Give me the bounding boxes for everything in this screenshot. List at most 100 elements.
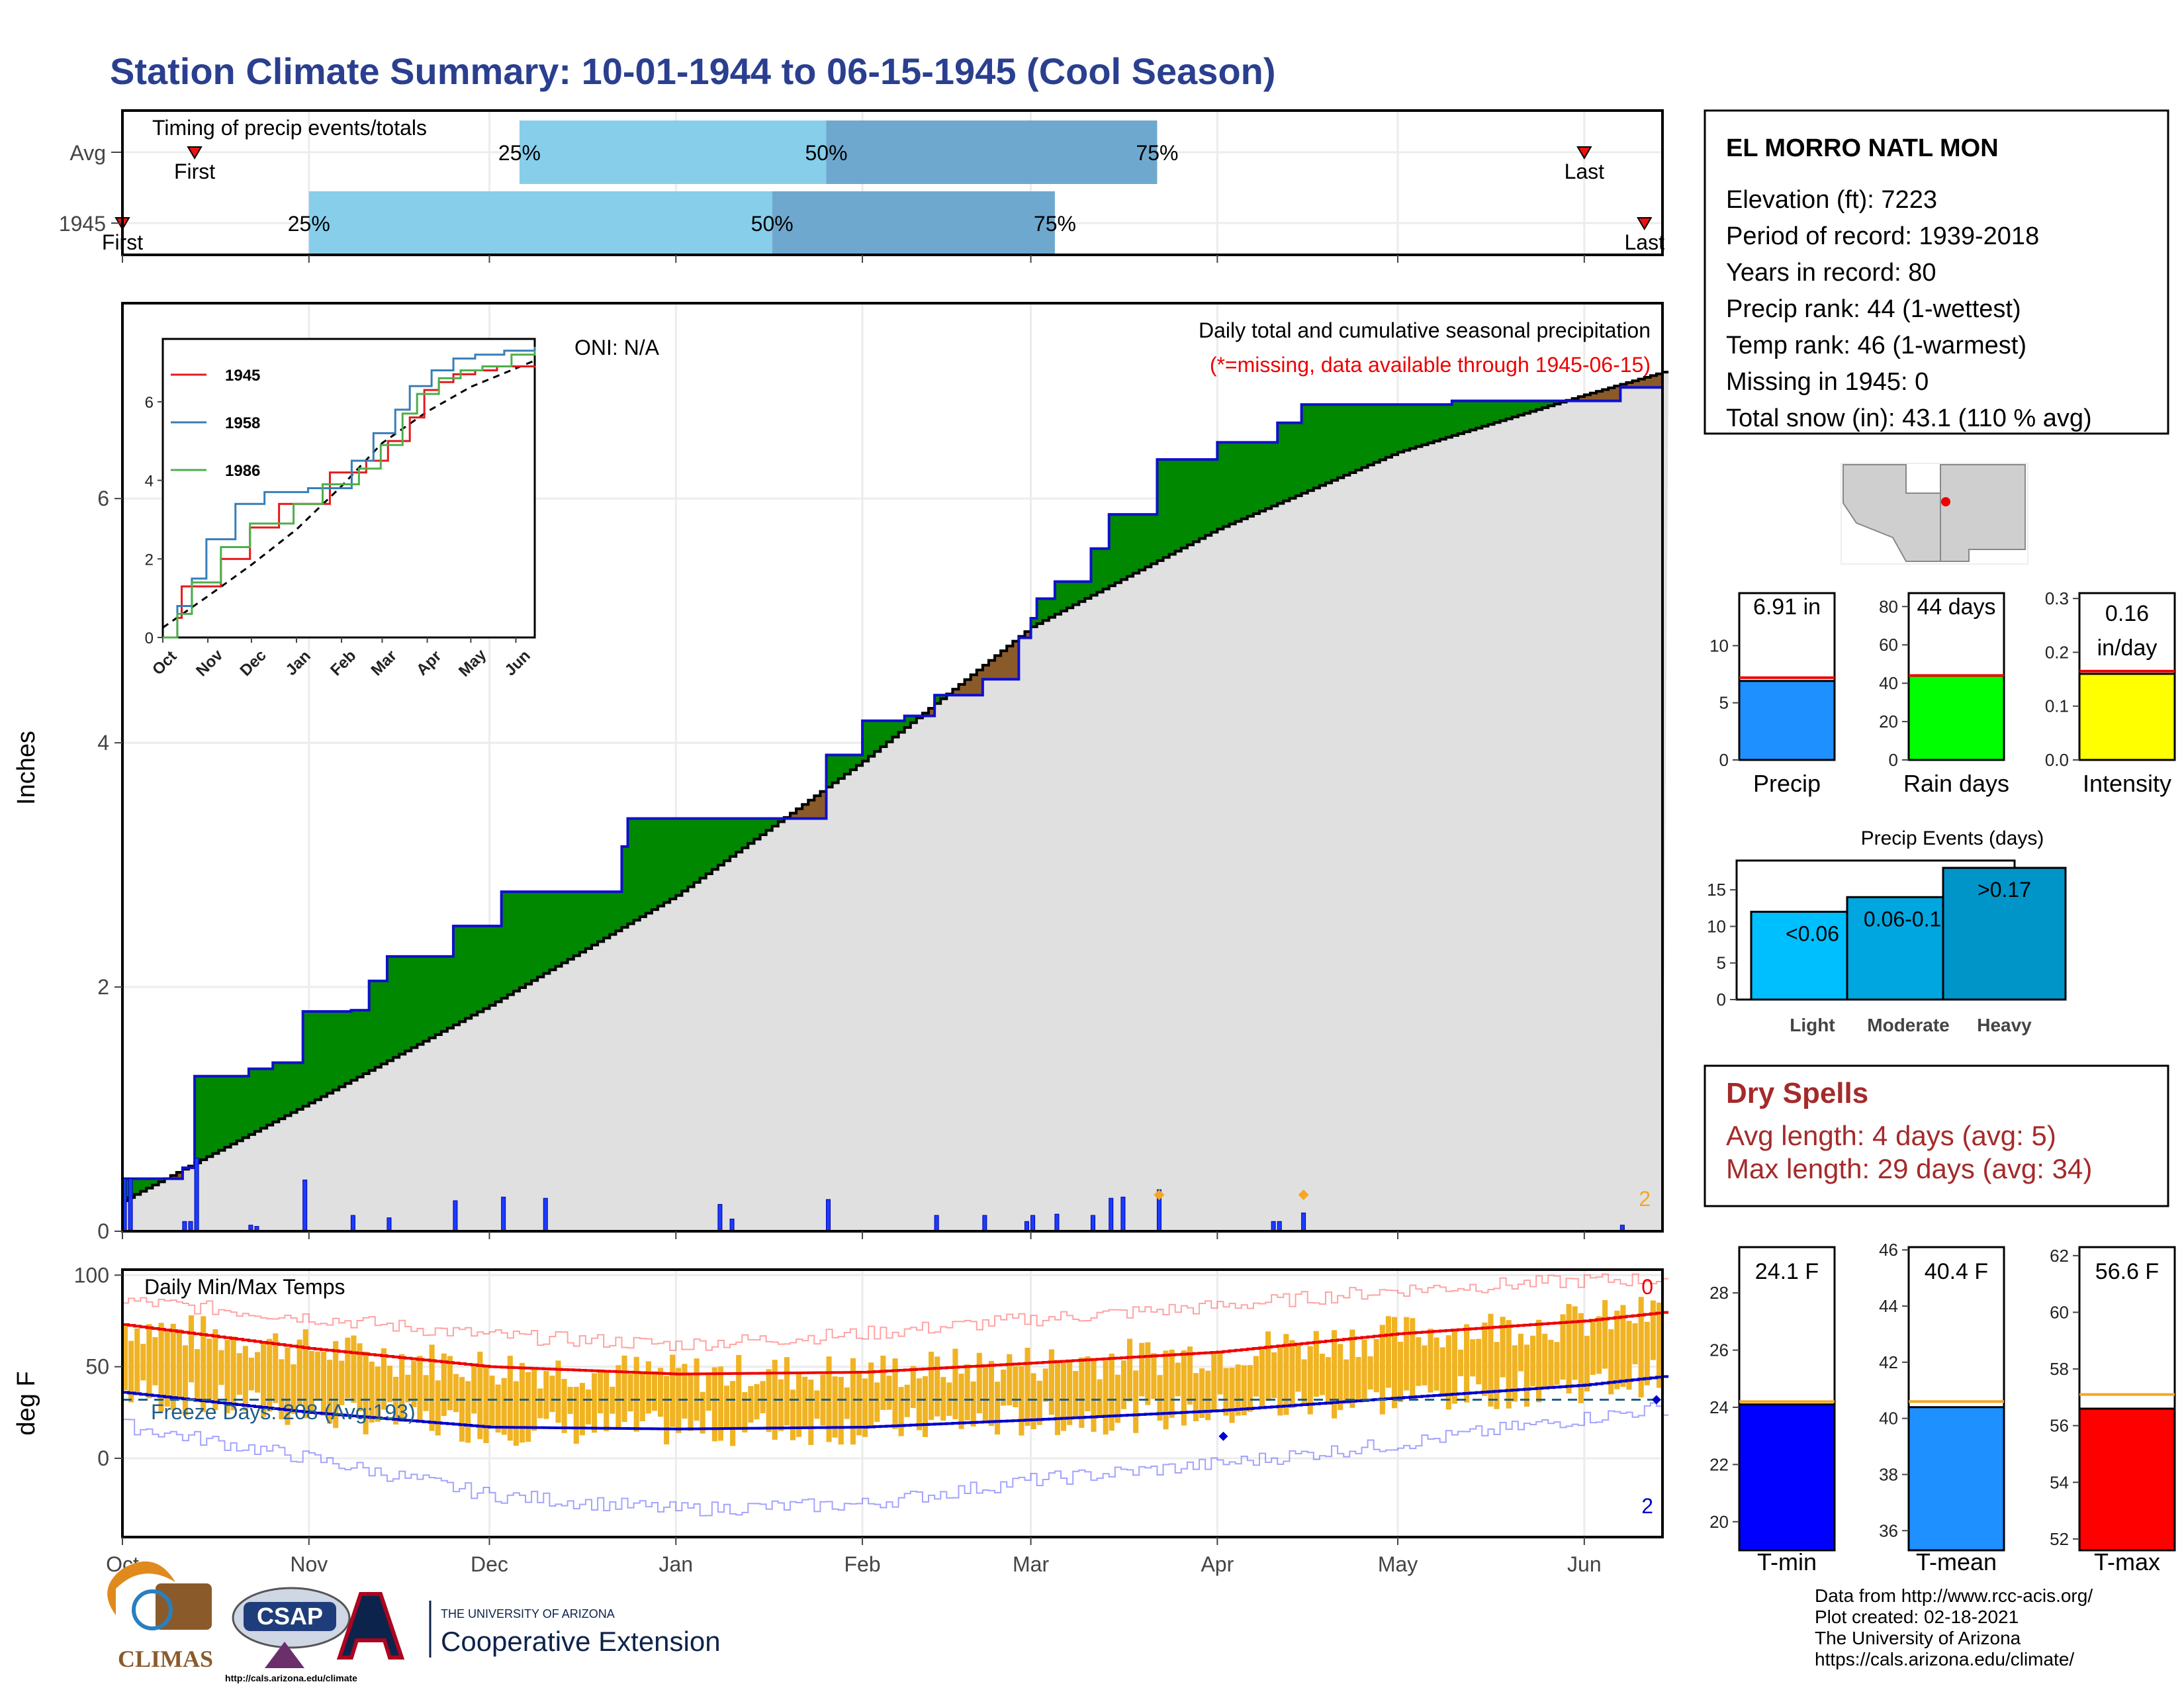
daily-temp-bar	[1349, 1329, 1355, 1408]
station-info-line: Precip rank: 44 (1-wettest)	[1726, 295, 2021, 323]
daily-temp-bar	[543, 1370, 549, 1419]
daily-temp-bar	[134, 1328, 140, 1394]
above-normal-fill	[633, 818, 641, 921]
above-normal-fill	[519, 892, 526, 988]
daily-temp-bar	[694, 1358, 700, 1421]
below-normal-fill	[982, 665, 989, 680]
record-marker	[1651, 1395, 1661, 1405]
daily-temp-bar	[182, 1345, 188, 1416]
above-normal-fill	[1181, 459, 1188, 548]
above-normal-fill	[1488, 400, 1495, 425]
above-normal-fill	[1530, 400, 1537, 412]
daily-precip-bar	[453, 1200, 458, 1232]
above-normal-fill	[1030, 618, 1038, 627]
above-normal-fill	[1433, 404, 1441, 442]
daily-temp-bar	[417, 1356, 423, 1423]
above-normal-fill	[1036, 598, 1044, 624]
daily-temp-bar	[1433, 1337, 1439, 1391]
above-normal-fill	[320, 1011, 328, 1097]
daily-temp-bar	[1007, 1354, 1013, 1405]
above-normal-fill	[862, 720, 869, 761]
temp-bar	[2078, 1407, 2176, 1552]
daily-temp-bar	[1644, 1321, 1650, 1385]
daily-temp-bar	[254, 1352, 261, 1393]
daily-temp-bar	[1500, 1317, 1506, 1378]
above-normal-fill	[453, 925, 460, 1025]
temp-bar-y-tick: 26	[1709, 1340, 1729, 1360]
csap-badge	[244, 1602, 336, 1631]
daily-temp-bar	[1355, 1356, 1361, 1401]
daily-temp-bar	[1445, 1335, 1451, 1410]
daily-temp-bar	[621, 1355, 627, 1423]
above-normal-fill	[1476, 400, 1482, 428]
above-normal-fill	[483, 925, 490, 1009]
inset-series-line	[163, 365, 536, 639]
above-normal-fill	[736, 818, 743, 853]
precip-frame	[121, 302, 1664, 1233]
daily-temp-bar	[519, 1362, 525, 1443]
daily-temp-bar	[832, 1376, 838, 1438]
events-bar-label: 0.06-0.17	[1864, 907, 1953, 931]
dry-spells-box	[1704, 1064, 2169, 1207]
x-month-label: Feb	[844, 1552, 880, 1576]
daily-temp-bar	[1024, 1347, 1030, 1426]
above-normal-fill	[1398, 404, 1404, 453]
daily-temp-bar	[285, 1347, 291, 1425]
record-marker	[1218, 1431, 1228, 1441]
daily-temp-bar	[868, 1362, 874, 1428]
above-normal-fill	[1091, 548, 1098, 596]
daily-temp-bar	[399, 1354, 405, 1423]
daily-temp-bar	[1211, 1352, 1217, 1410]
station-info-line: Period of record: 1939-2018	[1726, 222, 2039, 250]
above-normal-fill	[1373, 404, 1381, 463]
above-normal-fill	[291, 1062, 298, 1113]
ua-block-a-logo	[336, 1592, 405, 1660]
daily-temp-bar	[176, 1329, 182, 1399]
above-normal-fill	[579, 892, 586, 953]
daily-precip-bar	[302, 1180, 308, 1232]
station-name: EL MORRO NATL MON	[1726, 134, 1999, 162]
daily-temp-bar	[1048, 1349, 1054, 1415]
above-normal-fill	[1073, 581, 1079, 605]
daily-temp-bar	[296, 1339, 302, 1406]
above-normal-fill	[158, 1178, 165, 1182]
daily-temp-bar	[465, 1381, 471, 1443]
daily-temp-bar	[1193, 1373, 1199, 1421]
mini-bar-value: 0.16	[2105, 601, 2149, 626]
daily-temp-bar	[273, 1333, 279, 1403]
right-summary-column: EL MORRO NATL MON Elevation (ft): 7223 Per…	[1704, 109, 2176, 1575]
daily-temp-bar	[1163, 1350, 1169, 1430]
csap-logo-text: CSAP	[257, 1603, 323, 1630]
above-normal-fill	[850, 755, 857, 770]
daily-temp-bar	[164, 1330, 170, 1407]
daily-temp-bar	[1464, 1324, 1470, 1403]
daily-temp-bar	[224, 1340, 230, 1413]
daily-temp-bar	[549, 1376, 555, 1413]
daily-temp-bar	[633, 1356, 639, 1432]
daily-temp-bar	[501, 1378, 507, 1435]
first-label: First	[174, 160, 215, 183]
first-event-marker	[187, 146, 203, 160]
daily-temp-bar	[411, 1360, 417, 1407]
daily-temp-bar	[453, 1374, 459, 1413]
daily-temp-bar	[212, 1329, 218, 1411]
daily-temp-bar	[1013, 1366, 1019, 1407]
daily-temp-bar	[1139, 1342, 1145, 1397]
temp-bar-value: 56.6 F	[2095, 1259, 2159, 1284]
daily-temp-bar	[892, 1358, 898, 1429]
above-normal-fill	[1343, 404, 1350, 475]
above-normal-fill	[537, 892, 544, 977]
daily-temp-bar	[1187, 1346, 1193, 1405]
above-normal-fill	[838, 755, 845, 778]
above-normal-fill	[1054, 581, 1062, 614]
daily-precip-bar	[717, 1203, 723, 1232]
daily-temp-bar	[1361, 1339, 1367, 1399]
mini-bar-unit: in/day	[2097, 635, 2158, 661]
above-normal-fill	[1313, 404, 1320, 489]
daily-temp-bar	[1590, 1320, 1596, 1376]
mini-y-tick: 0.0	[2045, 750, 2069, 770]
mini-y-tick: 40	[1879, 673, 1898, 693]
daily-temp-bar	[916, 1378, 922, 1430]
daily-temp-bar	[1325, 1357, 1332, 1405]
daily-temp-bar	[1001, 1370, 1007, 1406]
